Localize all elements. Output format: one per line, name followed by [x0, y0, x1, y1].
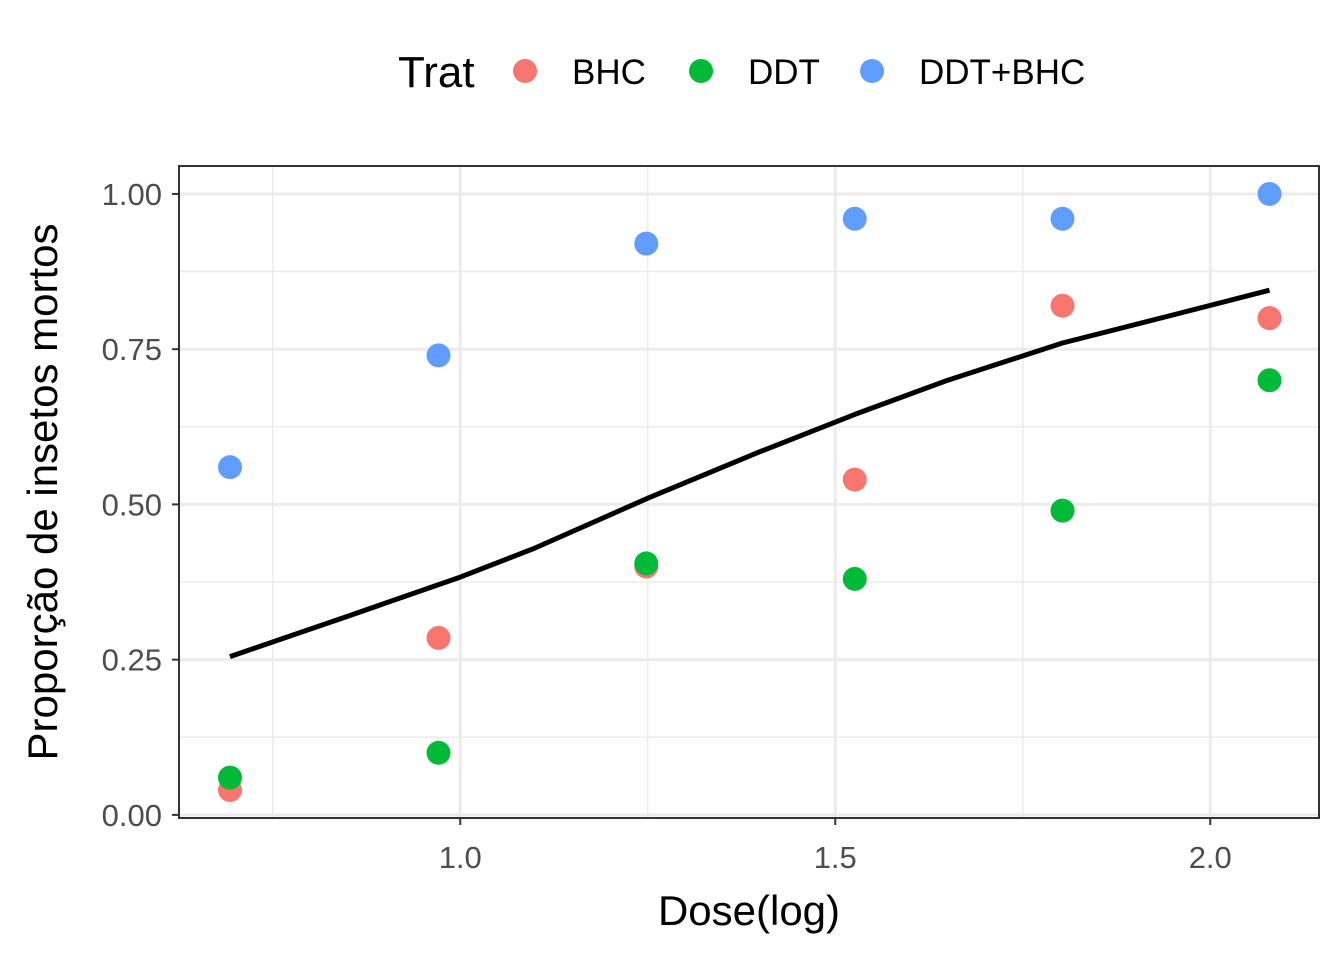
y-tick-label: 0.00: [102, 798, 162, 833]
x-tick-label: 1.0: [439, 840, 482, 875]
plot-panel: [178, 165, 1320, 819]
point-ddt-bhc: [218, 455, 242, 480]
point-ddt-bhc: [634, 231, 659, 256]
point-ddt-bhc: [842, 206, 867, 231]
points-layer: [218, 181, 1282, 803]
legend: Trat BHC DDT DDT+BHC: [398, 48, 1085, 97]
legend-label: DDT: [748, 53, 820, 92]
x-axis: 1.0 1.5 2.0: [439, 818, 1232, 875]
point-ddt: [1257, 368, 1282, 393]
point-bhc: [842, 467, 867, 492]
y-tick-label: 0.75: [102, 332, 162, 367]
point-ddt: [634, 551, 659, 576]
legend-key-ddt: [689, 59, 713, 83]
point-ddt: [1050, 498, 1075, 523]
legend-title: Trat: [398, 48, 475, 97]
x-axis-title: Dose(log): [658, 887, 840, 934]
legend-key-bhc: [513, 59, 537, 83]
y-axis: 0.00 0.25 0.50 0.75 1.00: [102, 177, 179, 833]
panel-border: [178, 165, 1320, 819]
legend-items: BHC DDT DDT+BHC: [513, 53, 1085, 92]
y-axis-title: Proporção de insetos mortos: [19, 224, 66, 761]
point-ddt: [842, 566, 867, 591]
legend-label: BHC: [572, 53, 646, 92]
point-bhc: [1050, 293, 1075, 318]
point-bhc: [426, 625, 451, 650]
legend-key-ddt-bhc: [860, 59, 884, 83]
y-tick-label: 0.25: [102, 643, 162, 678]
point-ddt: [218, 765, 242, 790]
fit-curve: [229, 287, 1271, 659]
y-tick-label: 1.00: [102, 177, 162, 212]
x-tick-label: 1.5: [814, 840, 857, 875]
major-gridlines: [179, 166, 1319, 818]
panel-background: [179, 166, 1319, 818]
point-ddt: [426, 740, 451, 765]
point-ddt-bhc: [1050, 206, 1075, 231]
legend-label: DDT+BHC: [919, 53, 1085, 92]
point-ddt-bhc: [1257, 181, 1282, 206]
point-bhc: [1257, 306, 1282, 331]
fit-curve-layer: [229, 287, 1271, 659]
point-ddt-bhc: [426, 343, 451, 368]
x-tick-label: 2.0: [1189, 840, 1232, 875]
minor-gridlines: [179, 166, 1319, 818]
y-tick-label: 0.50: [102, 487, 162, 522]
